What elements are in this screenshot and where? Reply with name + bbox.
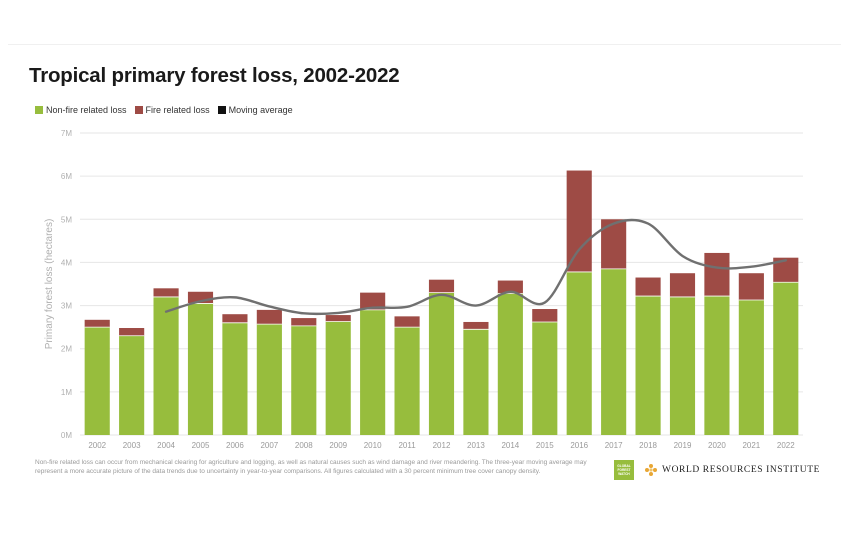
x-tick-label: 2011 [398,441,416,450]
wri-logo-icon [645,464,657,476]
bar-nonfire [601,268,627,435]
bar-nonfire [635,296,661,435]
bar-fire [532,309,558,322]
bar-fire [84,319,110,328]
y-tick-label: 2M [61,345,72,354]
bar-fire [497,280,523,294]
x-tick-label: 2010 [364,441,382,450]
bar-fire [704,252,730,297]
x-tick-label: 2009 [329,441,347,450]
bar-fire [428,279,455,293]
bar-nonfire [669,296,696,435]
bar-fire [394,316,420,328]
bar-nonfire [428,292,455,435]
gfw-logo: GLOBAL FOREST WATCH [614,460,634,480]
bar-nonfire [360,309,386,435]
legend-item-moving-average[interactable]: Moving average [217,105,293,115]
bar-nonfire [463,329,489,435]
x-tick-label: 2006 [226,441,244,450]
bar-fire [669,273,696,297]
bar-fire [256,309,282,325]
x-tick-label: 2005 [192,441,210,450]
x-tick-label: 2002 [88,441,106,450]
x-tick-label: 2015 [536,441,554,450]
bar-nonfire [394,327,420,435]
y-tick-label: 3M [61,302,72,311]
bar-fire [222,314,248,323]
wri-logo-text: WORLD RESOURCES INSTITUTE [662,465,821,475]
bar-nonfire [84,327,110,435]
bar-nonfire [187,303,214,435]
x-tick-label: 2017 [605,441,623,450]
x-tick-label: 2014 [501,441,519,450]
x-tick-label: 2007 [260,441,278,450]
x-tick-label: 2016 [570,441,588,450]
chart-title: Tropical primary forest loss, 2002-2022 [29,64,400,87]
x-tick-label: 2022 [777,441,795,450]
bar-fire [325,315,351,322]
y-axis-label: Primary forest loss (hectares) [44,219,55,350]
y-tick-label: 4M [61,258,72,267]
legend-item-fire[interactable]: Fire related loss [134,105,210,115]
y-tick-label: 6M [61,172,72,181]
x-tick-label: 2018 [639,441,657,450]
x-tick-label: 2004 [157,441,175,450]
chart-legend: Non-fire related loss Fire related loss … [35,105,293,115]
bar-fire [635,277,661,297]
chart-card [8,44,841,515]
footnote: Non-fire related loss can occur from mec… [35,459,587,475]
bar-fire [360,292,386,310]
legend-label-fire: Fire related loss [145,105,210,115]
bar-nonfire [566,271,592,435]
x-tick-label: 2012 [433,441,451,450]
bar-nonfire [153,296,179,435]
bar-nonfire [497,293,523,435]
bar-fire [153,288,179,297]
x-tick-label: 2019 [674,441,692,450]
bar-nonfire [773,282,799,435]
wri-logo: WORLD RESOURCES INSTITUTE [644,463,820,477]
legend-label-moving-average: Moving average [228,105,293,115]
y-tick-label: 5M [61,215,72,224]
y-tick-label: 7M [61,129,72,138]
legend-swatch-nonfire [35,106,43,114]
legend-swatch-moving-average [217,106,226,114]
bar-fire [463,321,489,330]
legend-swatch-fire [134,106,143,114]
bar-fire [738,273,764,300]
bar-nonfire [291,325,317,435]
bar-fire [291,318,317,326]
legend-label-nonfire: Non-fire related loss [46,105,127,115]
bar-nonfire [704,296,730,435]
moving-average-line [164,218,787,316]
bar-nonfire [256,324,282,435]
x-tick-label: 2008 [295,441,313,450]
bar-fire [119,328,145,336]
legend-item-nonfire[interactable]: Non-fire related loss [35,105,127,115]
bar-nonfire [738,299,764,435]
bar-fire [566,170,592,272]
x-tick-label: 2021 [742,441,760,450]
y-tick-label: 1M [61,388,72,397]
bar-nonfire [532,321,558,435]
bar-nonfire [119,335,145,435]
x-tick-label: 2020 [708,441,726,450]
x-tick-label: 2003 [123,441,141,450]
bar-nonfire [325,321,351,435]
x-tick-label: 2013 [467,441,485,450]
bar-nonfire [222,322,248,435]
bar-fire [187,291,214,304]
y-tick-label: 0M [61,431,72,440]
